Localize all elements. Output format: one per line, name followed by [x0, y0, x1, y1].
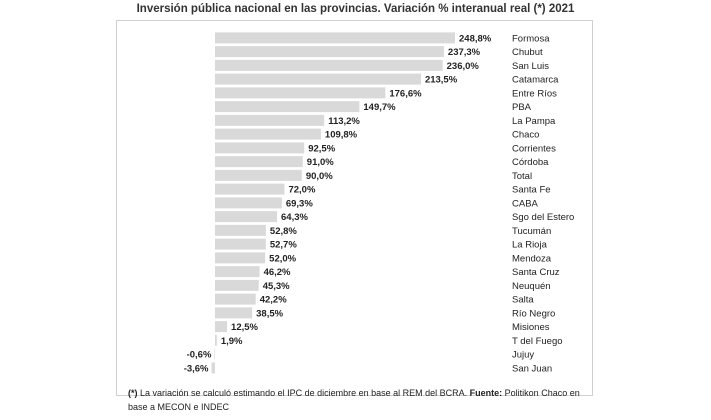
category-label: Río Negro [512, 308, 555, 319]
footnote-source-text: Politikon Chaco en base a MECON e INDEC [128, 388, 580, 412]
footnote: (*) La variación se calculó estimando el… [128, 386, 588, 414]
bar-pba [215, 101, 360, 113]
bar-misiones [215, 321, 228, 333]
data-label: 52,7% [270, 240, 297, 251]
category-label: La Rioja [512, 240, 548, 251]
category-label: PBA [512, 102, 532, 113]
data-label: 38,5% [256, 308, 283, 319]
bar-la-pampa [215, 114, 325, 126]
footnote-text: La variación se calculó estimando el IPC… [137, 388, 470, 398]
data-label: 64,3% [281, 212, 308, 223]
data-label: 109,8% [325, 130, 358, 141]
category-label: Corrientes [512, 143, 556, 154]
data-label: 45,3% [263, 281, 290, 292]
bar-san-luis [215, 59, 443, 71]
bar-santa-cruz [215, 266, 260, 278]
category-label: Chaco [512, 130, 539, 141]
bar-catamarca [215, 73, 421, 85]
data-label: 12,5% [231, 322, 258, 333]
data-label: -0,6% [187, 350, 212, 361]
data-label: 90,0% [306, 171, 333, 182]
category-label: Total [512, 171, 532, 182]
category-label: Catamarca [512, 75, 559, 86]
data-label: 149,7% [363, 102, 396, 113]
category-label: Formosa [512, 33, 550, 44]
data-label: 72,0% [288, 185, 315, 196]
category-label: San Juan [512, 363, 552, 374]
bar-tucumán [215, 224, 266, 236]
data-label: 91,0% [307, 157, 334, 168]
category-label: Salta [512, 295, 534, 306]
category-label: Santa Cruz [512, 267, 560, 278]
data-label: 69,3% [286, 198, 313, 209]
bar-neuquén [215, 279, 259, 291]
bar-t-del-fuego [215, 334, 217, 346]
data-label: 1,9% [221, 336, 243, 347]
bar-caba [215, 197, 282, 209]
bar-san-juan [211, 362, 215, 374]
data-label: 113,2% [328, 116, 360, 127]
chart-frame [116, 20, 593, 396]
category-label: La Pampa [512, 116, 556, 127]
bar-corrientes [215, 142, 305, 154]
category-label: Neuquén [512, 281, 551, 292]
data-label: -3,6% [184, 363, 209, 374]
footnote-source-label: Fuente: [469, 388, 503, 398]
category-label: Chubut [512, 47, 543, 58]
data-label: 52,8% [270, 226, 297, 237]
bar-formosa [215, 32, 455, 44]
data-label: 52,0% [269, 253, 296, 264]
category-label: Misiones [512, 322, 550, 333]
bar-la-rioja [215, 238, 266, 250]
data-label: 237,3% [448, 47, 481, 58]
data-label: 176,6% [389, 88, 422, 99]
bar-salta [215, 293, 256, 305]
data-label: 46,2% [264, 267, 291, 278]
bar-santa-fe [215, 183, 285, 195]
bar-sgo-del-estero [215, 211, 278, 223]
data-label: 92,5% [308, 143, 335, 154]
bar-mendoza [215, 252, 266, 264]
category-label: Santa Fe [512, 185, 551, 196]
bar-jujuy [214, 348, 216, 360]
bar-chaco [215, 128, 321, 140]
data-label: 236,0% [447, 61, 480, 72]
category-label: Mendoza [512, 253, 552, 264]
data-label: 213,5% [425, 75, 458, 86]
data-label: 42,2% [260, 295, 287, 306]
category-label: CABA [512, 198, 539, 209]
bar-córdoba [215, 156, 303, 168]
bar-total [215, 169, 302, 181]
data-label: 248,8% [459, 33, 492, 44]
category-label: Entre Ríos [512, 88, 557, 99]
chart-title: Inversión pública nacional en las provin… [136, 3, 575, 15]
category-label: T del Fuego [512, 336, 563, 347]
bar-chubut [215, 46, 444, 58]
category-label: Córdoba [512, 157, 549, 168]
category-label: Jujuy [512, 350, 534, 361]
bar-río-negro [215, 307, 253, 319]
bar-entre-ríos [215, 87, 386, 99]
category-label: San Luis [512, 61, 549, 72]
category-label: Sgo del Estero [512, 212, 574, 223]
footnote-marker: (*) [128, 388, 138, 398]
category-label: Tucumán [512, 226, 551, 237]
